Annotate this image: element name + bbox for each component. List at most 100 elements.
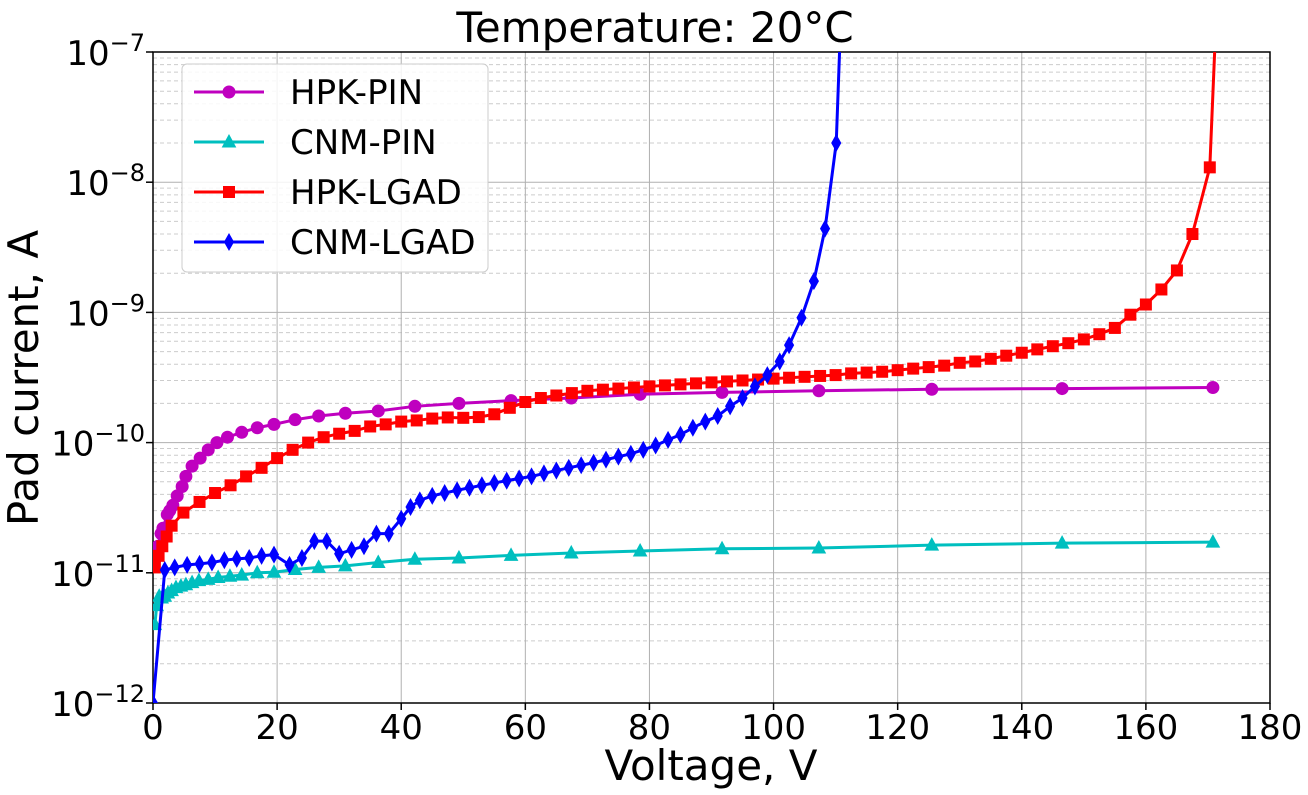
marker <box>627 381 640 394</box>
y-tick-label: 10−10 <box>51 420 145 465</box>
series-line <box>153 540 1213 625</box>
marker <box>271 452 284 465</box>
marker <box>938 359 951 372</box>
x-tick-label: 140 <box>989 708 1054 748</box>
marker <box>177 506 190 519</box>
x-tick-label: 120 <box>865 708 930 748</box>
marker <box>501 471 512 490</box>
marker <box>798 370 811 383</box>
series <box>153 52 842 703</box>
marker <box>311 559 327 573</box>
marker <box>159 561 170 580</box>
marker <box>223 186 235 198</box>
marker <box>231 549 242 568</box>
y-tick-label: 10−9 <box>66 289 145 334</box>
marker <box>182 555 193 574</box>
marker <box>201 443 215 457</box>
marker <box>250 421 264 435</box>
marker <box>551 461 562 480</box>
x-tick-label: 60 <box>504 708 547 748</box>
marker <box>338 406 352 420</box>
marker <box>783 336 795 355</box>
marker <box>1062 337 1075 350</box>
marker <box>749 377 761 396</box>
marker <box>312 409 326 423</box>
marker <box>240 470 253 483</box>
x-tick-label: 100 <box>741 708 806 748</box>
marker <box>925 382 939 396</box>
legend-label: CNM-PIN <box>290 123 437 163</box>
marker <box>426 412 439 425</box>
marker <box>210 436 224 450</box>
marker <box>812 384 826 398</box>
y-tick-label: 10−12 <box>51 680 145 725</box>
marker <box>255 461 268 474</box>
marker <box>1203 161 1216 174</box>
y-tick-label: 10−8 <box>66 159 145 204</box>
series <box>153 52 1217 574</box>
marker <box>1205 534 1221 548</box>
marker <box>464 478 475 497</box>
marker <box>1170 264 1183 277</box>
marker <box>179 469 193 483</box>
marker <box>612 382 625 395</box>
marker <box>526 467 537 486</box>
marker <box>658 379 671 392</box>
marker <box>333 427 346 440</box>
marker <box>414 491 425 510</box>
marker <box>984 352 997 365</box>
marker <box>737 388 748 408</box>
marker <box>288 413 302 427</box>
marker <box>715 385 729 399</box>
x-axis-label: Voltage, V <box>605 741 818 790</box>
marker <box>819 219 831 238</box>
marker <box>514 469 525 488</box>
y-tick-label: 10−7 <box>66 29 145 74</box>
marker <box>1186 228 1199 241</box>
marker <box>563 544 579 559</box>
marker <box>427 486 438 505</box>
x-tick-label: 20 <box>255 708 298 748</box>
marker <box>222 85 236 99</box>
marker <box>234 567 250 581</box>
marker <box>712 407 723 426</box>
marker <box>638 440 649 459</box>
marker <box>371 404 385 418</box>
marker <box>783 371 796 384</box>
x-tick-label: 80 <box>628 708 671 748</box>
x-tick-label: 180 <box>1238 708 1303 748</box>
marker <box>439 483 450 503</box>
marker <box>1077 333 1090 346</box>
marker <box>1055 382 1069 396</box>
marker <box>721 375 734 388</box>
marker <box>714 540 730 555</box>
marker <box>383 524 394 543</box>
marker <box>1093 328 1106 341</box>
marker <box>334 544 345 563</box>
marker <box>153 693 159 703</box>
marker <box>451 481 463 500</box>
series-line <box>153 52 842 703</box>
y-tick-label: 10−11 <box>51 550 145 595</box>
marker <box>488 408 501 421</box>
marker <box>358 537 370 556</box>
marker <box>650 436 661 455</box>
marker <box>675 425 686 444</box>
marker <box>1155 283 1168 296</box>
marker <box>221 133 237 148</box>
y-axis-label: Pad current, A <box>0 230 48 526</box>
marker <box>160 530 173 543</box>
marker <box>194 554 205 573</box>
marker <box>736 374 749 387</box>
marker <box>396 509 407 528</box>
marker <box>395 415 408 428</box>
marker <box>244 548 255 567</box>
marker <box>370 554 386 568</box>
marker <box>924 537 940 551</box>
marker <box>169 558 180 577</box>
marker <box>1000 349 1013 362</box>
marker <box>457 411 470 424</box>
legend-label: CNM-LGAD <box>290 223 476 263</box>
marker <box>876 365 889 378</box>
